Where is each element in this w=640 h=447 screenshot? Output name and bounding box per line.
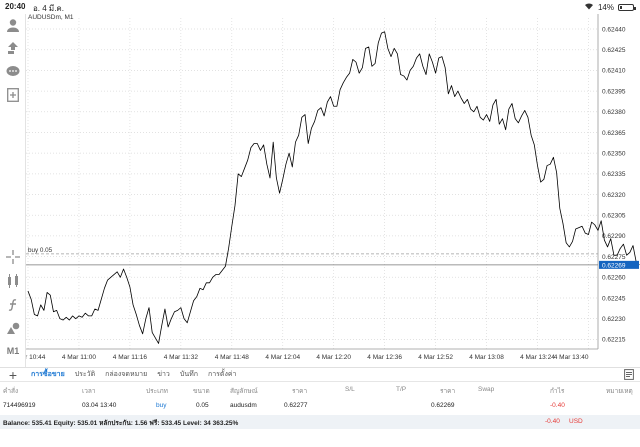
column-header: สัญลักษณ์ [230,388,258,395]
y-tick-label: 0.62410 [602,68,626,75]
account-summary: Balance: 535.41 Equity: 535.01 หลักประกั… [0,415,640,429]
current-price-label: 0.62269 [602,262,626,269]
new-chart-icon[interactable] [4,86,22,104]
column-header: กำไร [550,388,565,395]
column-header: คำสั่ง [3,388,19,395]
column-header: ราคา [292,388,308,395]
x-tick-label: 4 Mar 13:08 [469,354,504,361]
current-price-tag [599,260,639,269]
order-size: 0.05 [196,402,209,409]
chart-symbol-label: AUDUSDm, M1 [28,14,74,21]
x-tick-label: 4 Mar 11:32 [164,354,199,361]
balance-text: Balance: 535.41 Equity: 535.01 หลักประกั… [3,420,239,427]
price-chart[interactable]: AUDUSDm, M1 0.62440 0.62425 0.62410 0.62395… [26,14,640,367]
column-header: เวลา [82,388,96,395]
tab-trade[interactable]: การซื้อขาย [31,371,65,378]
buy-level-label: buy 0.05 [28,247,53,254]
total-profit: -0.40 [545,418,560,425]
function-icon[interactable] [4,296,22,314]
x-tick-label: 4 Mar 12:04 [265,354,300,361]
column-header: ประเภท [146,388,168,395]
y-tick-label: 0.62245 [602,295,626,302]
terminal-tabs: + การซื้อขาย ประวัติ กล่องจดหมาย ข่าว บั… [0,366,640,383]
column-header: ขนาด [193,388,210,395]
x-tick-label: 4 Mar 11:48 [215,354,250,361]
add-order-button[interactable]: + [8,366,18,383]
table-header: คำสั่ง เวลา ประเภท ขนาด สัญลักษณ์ ราคา S… [0,382,640,398]
battery-percent: 14% [597,2,614,12]
y-tick-label: 0.62425 [602,47,626,54]
tab-history[interactable]: ประวัติ [74,371,96,378]
date: อ. 4 มี.ค. [33,4,64,13]
column-header: S/L [345,386,355,393]
x-tick-label: 4 Mar 13:40 [554,354,589,361]
x-tick-label: 4 Mar 13:24 [520,354,555,361]
order-type: buy [156,402,167,409]
x-tick-label: 4 Mar 11:00 [62,354,97,361]
y-tick-label: 0.62395 [602,88,626,95]
profit: -0.40 [550,402,565,409]
tab-mailbox[interactable]: กล่องจดหมาย [105,371,148,378]
wifi-icon [584,2,594,12]
y-tick-label: 0.62305 [602,213,626,220]
x-tick-label: 4 Mar 12:20 [316,354,351,361]
currency: USD [569,418,583,425]
tab-journal[interactable]: บันทึก [179,371,198,378]
y-tick-label: 0.62230 [602,316,626,323]
y-tick-label: 0.62440 [602,26,626,33]
trade-icon[interactable] [4,39,22,57]
y-tick-label: 0.62290 [602,233,626,240]
y-tick-label: 0.62215 [602,337,626,344]
y-tick-label: 0.62380 [602,109,626,116]
column-header: Swap [478,386,495,393]
crosshair-icon[interactable] [4,248,22,266]
status-bar: 20:40 อ. 4 มี.ค. 14% [0,0,640,14]
open-price: 0.62277 [284,402,308,409]
order-time: 03.04 13:40 [82,402,117,409]
chat-icon[interactable] [4,62,22,80]
timeframe-button[interactable]: M1 [6,346,20,356]
x-tick-label: 4 Mar 12:36 [367,354,402,361]
column-header: หมายเหตุ [606,388,633,395]
current-price: 0.62269 [431,402,455,409]
indicators-icon[interactable] [4,272,22,290]
y-tick-label: 0.62365 [602,130,626,137]
column-header: ราคา [440,388,456,395]
price-chart-canvas[interactable]: 0.62440 0.62425 0.62410 0.62395 0.62380 0.623… [26,14,640,367]
column-header: T/P [396,386,407,393]
objects-icon[interactable] [4,319,22,337]
y-tick-label: 0.62320 [602,192,626,199]
battery-icon [618,3,636,11]
y-tick-label: 0.62350 [602,150,626,157]
y-tick-label: 0.62335 [602,171,626,178]
person-icon[interactable] [4,16,22,34]
price-series-line [27,31,640,344]
x-tick-label: 4 Mar 10:44 [26,354,46,361]
y-tick-label: 0.62260 [602,275,626,282]
y-tick-label: 0.62275 [602,254,626,261]
tab-news[interactable]: ข่าว [157,371,170,378]
order-symbol: audusdm [230,402,257,409]
x-tick-label: 4 Mar 11:16 [113,354,148,361]
chart-toolbar: M1 [0,14,26,367]
clock: 20:40 [5,2,26,11]
x-tick-label: 4 Mar 12:52 [418,354,453,361]
tab-settings[interactable]: การตั้งค่า [207,371,237,378]
report-icon[interactable] [624,369,634,383]
order-id: 714496919 [3,402,36,409]
table-row[interactable]: 714496919 03.04 13:40 buy 0.05 audusdm 0… [0,398,640,414]
status-icons: 14% [584,2,636,12]
positions-table: คำสั่ง เวลา ประเภท ขนาด สัญลักษณ์ ราคา S… [0,382,640,414]
